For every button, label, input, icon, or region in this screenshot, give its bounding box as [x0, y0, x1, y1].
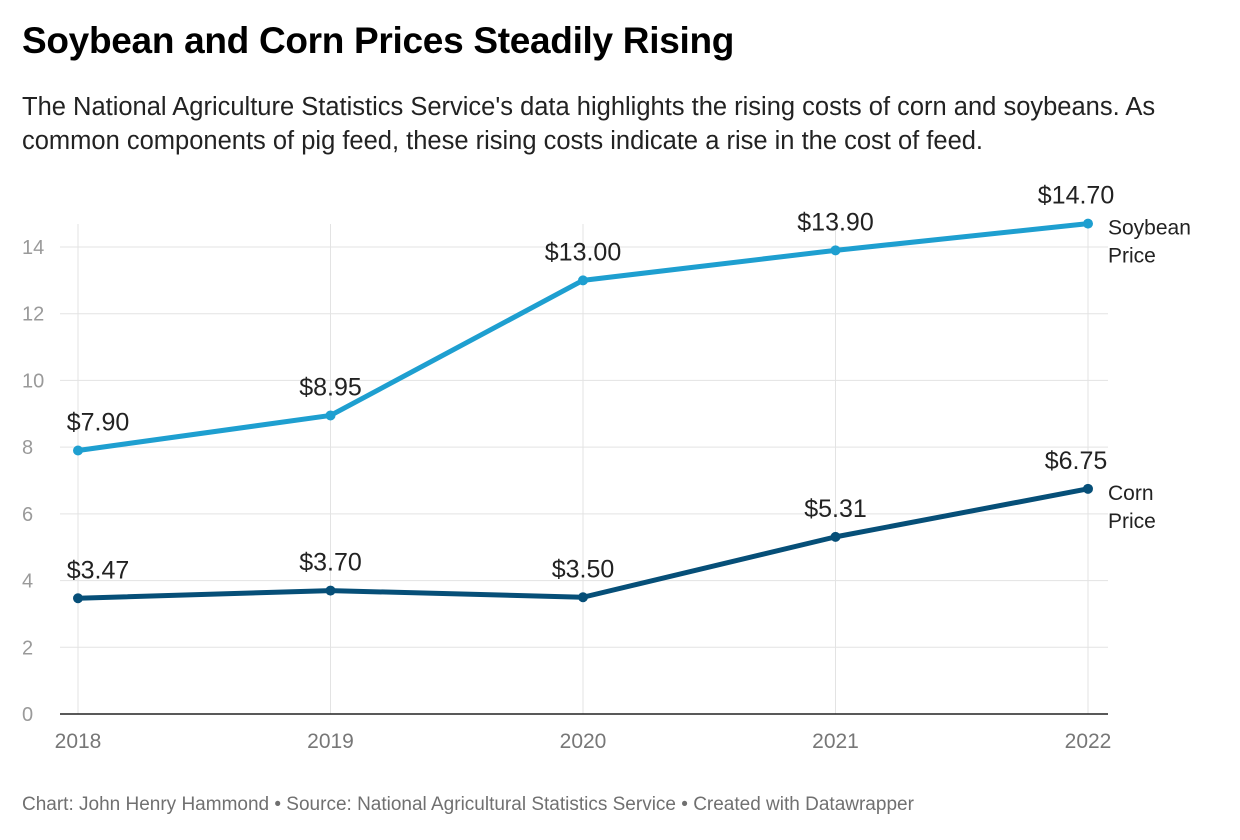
- data-label: $13.00: [545, 238, 621, 266]
- data-point: [830, 531, 841, 542]
- series-name-label: Soybean: [1108, 217, 1191, 240]
- data-point: [830, 245, 841, 256]
- data-label: $6.75: [1045, 447, 1108, 475]
- data-label: $8.95: [299, 373, 362, 401]
- x-tick-label: 2022: [1065, 730, 1112, 753]
- data-label: $3.47: [67, 556, 130, 584]
- data-point: [1083, 483, 1093, 494]
- chart-subtitle: The National Agriculture Statistics Serv…: [22, 93, 1156, 155]
- y-tick-label: 4: [22, 571, 33, 593]
- y-tick-label: 14: [22, 237, 44, 259]
- data-label: $14.70: [1038, 182, 1114, 210]
- series-name-label: Corn: [1108, 482, 1154, 505]
- x-tick-label: 2019: [307, 730, 354, 753]
- data-label: $5.31: [804, 495, 867, 523]
- data-point: [325, 410, 336, 421]
- data-label: $3.70: [299, 549, 362, 577]
- y-tick-label: 12: [22, 304, 44, 326]
- x-tick-label: 2021: [812, 730, 859, 753]
- data-point: [73, 445, 83, 456]
- y-tick-label: 0: [22, 704, 33, 726]
- data-label: $13.90: [797, 208, 873, 236]
- data-point: [325, 585, 336, 596]
- y-tick-label: 2: [22, 637, 33, 659]
- chart-title: Soybean and Corn Prices Steadily Rising: [22, 20, 735, 61]
- series-name-label: Price: [1108, 510, 1156, 533]
- chart-footer: Chart: John Henry Hammond • Source: Nati…: [22, 794, 914, 815]
- y-tick-label: 6: [22, 504, 33, 526]
- data-label: $3.50: [552, 555, 615, 583]
- y-tick-label: 10: [22, 370, 44, 392]
- x-tick-label: 2018: [55, 730, 102, 753]
- data-point: [73, 593, 83, 604]
- series-name-label: Price: [1108, 245, 1156, 268]
- data-label: $7.90: [67, 408, 130, 436]
- data-point: [1083, 218, 1093, 229]
- y-tick-label: 8: [22, 437, 33, 459]
- data-point: [578, 592, 588, 603]
- x-tick-label: 2020: [560, 730, 607, 753]
- data-point: [578, 275, 588, 286]
